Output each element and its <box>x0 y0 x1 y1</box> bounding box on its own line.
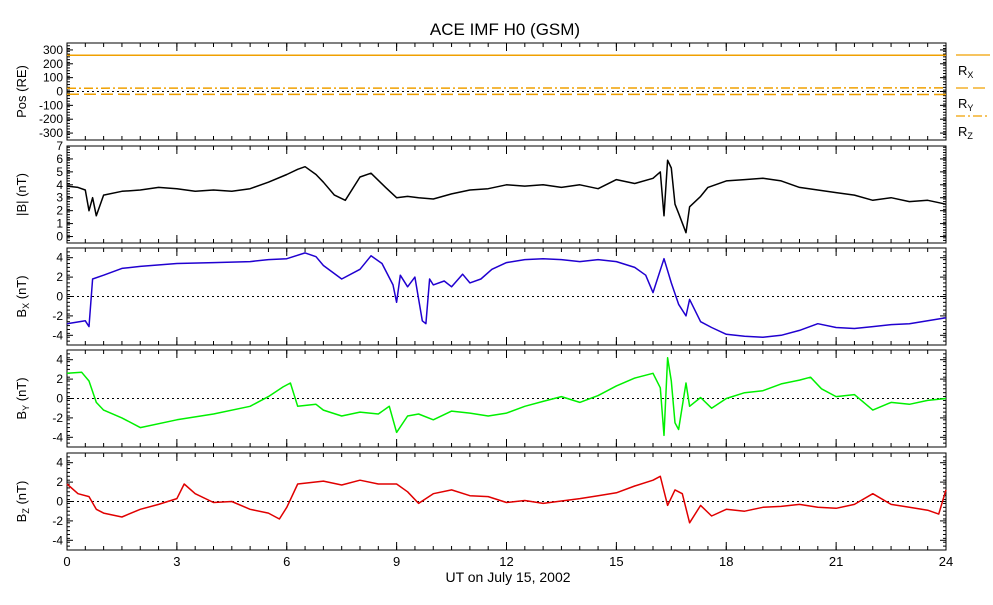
series-line-by <box>67 358 946 436</box>
y-tick-label: -300 <box>39 126 63 140</box>
legend-label-rx: RX <box>958 63 973 80</box>
panel-by: 4 2 0 -2 -4 BY (nT) <box>14 350 946 447</box>
x-tick-label: 15 <box>609 554 623 569</box>
panel-bz: 4 2 0 -2 -4 BZ (nT) 0 3 6 9 12 15 18 21 24 <box>14 453 953 569</box>
y-tick-label: 4 <box>56 456 63 470</box>
x-tick-label: 0 <box>63 554 70 569</box>
y-tick-label: -200 <box>39 112 63 126</box>
y-axis-label: |B| (nT) <box>14 173 29 216</box>
y-tick-label: 0 <box>56 85 63 99</box>
series-line-b <box>67 160 946 233</box>
y-tick-label: 5 <box>56 165 63 179</box>
y-tick-label: 2 <box>56 475 63 489</box>
y-tick-label: 3 <box>56 191 63 205</box>
x-axis-label: UT on July 15, 2002 <box>0 569 993 585</box>
x-tick-label: 18 <box>719 554 733 569</box>
y-tick-label: 2 <box>56 270 63 284</box>
y-tick-label: -4 <box>52 533 63 547</box>
x-tick-label: 12 <box>499 554 513 569</box>
chart-title: ACE IMF H0 (GSM) <box>0 20 993 40</box>
y-tick-label: 200 <box>43 57 63 71</box>
y-axis-label: BX (nT) <box>14 275 31 317</box>
y-axis-label: BZ (nT) <box>14 481 31 523</box>
y-tick-label: -4 <box>52 328 63 342</box>
y-tick-label: 4 <box>56 353 63 367</box>
x-tick-label: 6 <box>283 554 290 569</box>
y-tick-label: 0 <box>56 230 63 244</box>
y-tick-label: 0 <box>56 495 63 509</box>
y-tick-label: 4 <box>56 251 63 265</box>
legend-label-ry: RY <box>958 96 973 113</box>
y-tick-label: 4 <box>56 178 63 192</box>
panel-frame <box>67 146 946 243</box>
y-tick-label: 1 <box>56 217 63 231</box>
y-tick-label: 300 <box>43 43 63 57</box>
y-tick-label: 2 <box>56 204 63 218</box>
y-tick-label: 2 <box>56 372 63 386</box>
y-tick-label: 0 <box>56 290 63 304</box>
legend-label-rz: RZ <box>958 124 973 141</box>
series-line-bx <box>67 253 946 337</box>
y-axis-label: Pos (RE) <box>14 65 29 118</box>
y-tick-label: 7 <box>56 139 63 153</box>
series-line-bz <box>67 476 946 523</box>
x-tick-label: 24 <box>939 554 953 569</box>
panel-bx: 4 2 0 -2 -4 BX (nT) <box>14 248 946 345</box>
y-tick-label: -2 <box>52 514 63 528</box>
x-tick-label: 3 <box>173 554 180 569</box>
y-tick-label: -2 <box>52 309 63 323</box>
y-tick-label: -100 <box>39 98 63 112</box>
y-tick-label: 0 <box>56 392 63 406</box>
y-tick-label: -4 <box>52 430 63 444</box>
y-tick-label: -2 <box>52 411 63 425</box>
x-tick-label: 21 <box>829 554 843 569</box>
x-tick-label: 9 <box>393 554 400 569</box>
y-tick-label: 6 <box>56 152 63 166</box>
y-axis-label: BY (nT) <box>14 377 31 419</box>
y-tick-label: 100 <box>43 71 63 85</box>
